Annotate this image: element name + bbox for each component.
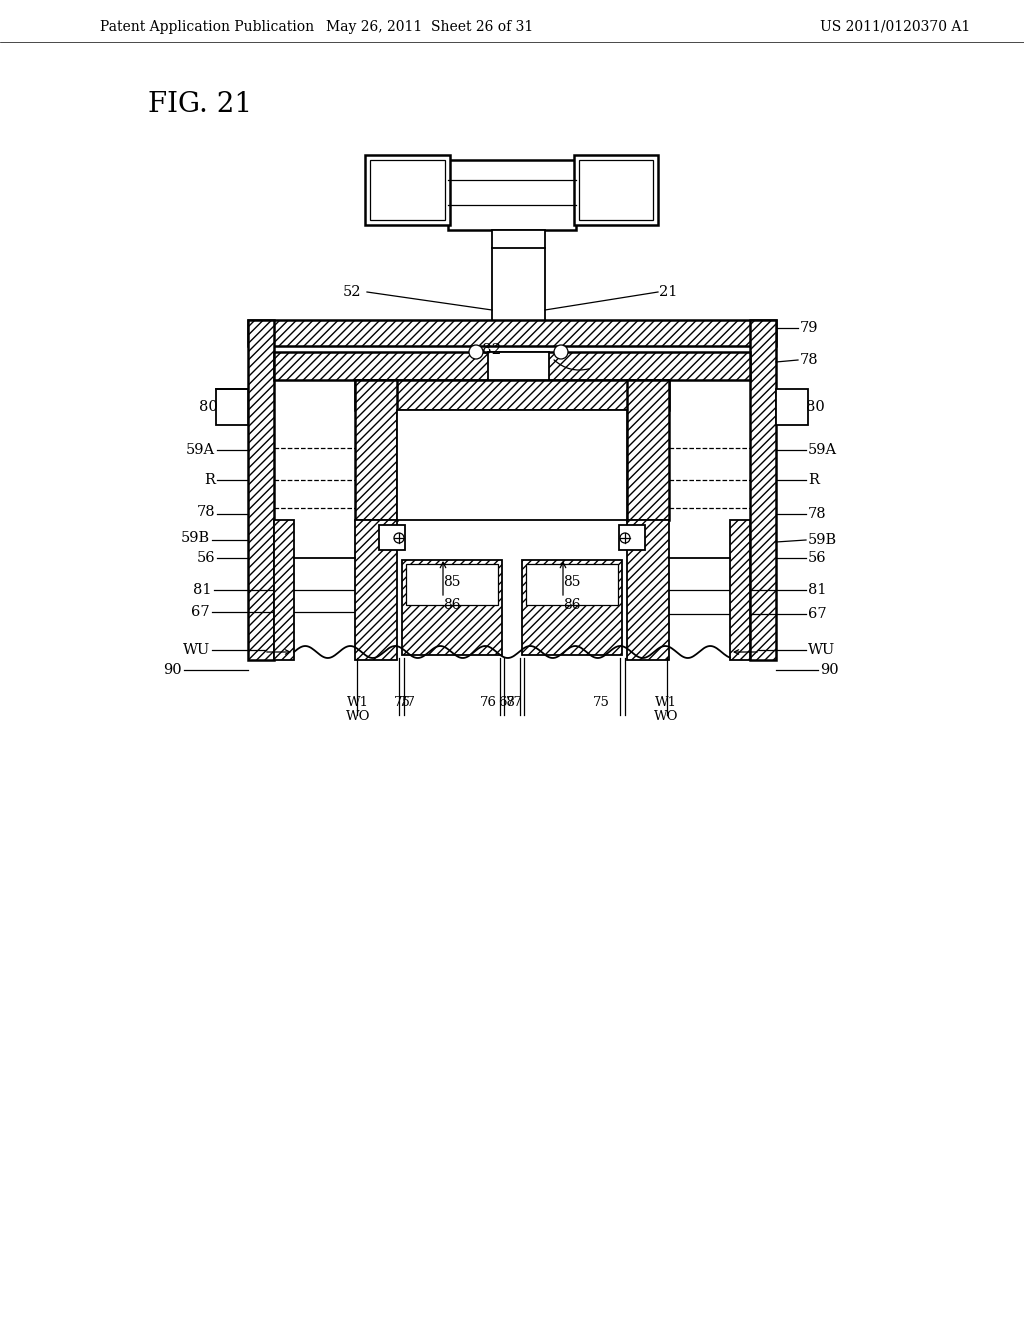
Text: 59B: 59B xyxy=(181,531,210,545)
Bar xyxy=(248,319,776,346)
Text: 86: 86 xyxy=(563,598,581,612)
Text: 86: 86 xyxy=(443,598,461,612)
Text: US 2011/0120370 A1: US 2011/0120370 A1 xyxy=(820,20,971,34)
Text: 77: 77 xyxy=(398,696,416,709)
Text: 59A: 59A xyxy=(808,444,838,457)
Text: R: R xyxy=(204,473,215,487)
Bar xyxy=(402,560,502,655)
Bar xyxy=(488,352,549,380)
Bar xyxy=(627,520,669,660)
Bar xyxy=(216,389,248,425)
Text: WU: WU xyxy=(182,643,210,657)
Text: Patent Application Publication: Patent Application Publication xyxy=(100,20,314,34)
Bar xyxy=(406,564,498,605)
Bar xyxy=(730,520,750,660)
Text: 85: 85 xyxy=(563,576,581,589)
Text: 56: 56 xyxy=(197,550,215,565)
Text: 80: 80 xyxy=(806,400,824,414)
Text: W1: W1 xyxy=(347,696,369,709)
Bar xyxy=(627,380,669,520)
Bar xyxy=(579,160,653,220)
Bar xyxy=(449,160,575,230)
Text: 79: 79 xyxy=(800,321,818,335)
Bar xyxy=(618,525,645,550)
Bar xyxy=(397,411,627,520)
Bar xyxy=(355,380,669,411)
Text: 78: 78 xyxy=(197,506,215,519)
Text: 90: 90 xyxy=(164,663,182,677)
Text: 81: 81 xyxy=(808,583,826,597)
Circle shape xyxy=(554,345,568,359)
Text: 82: 82 xyxy=(482,343,502,356)
Text: 80: 80 xyxy=(200,400,218,414)
Circle shape xyxy=(469,345,483,359)
Bar xyxy=(750,319,776,660)
Text: 21: 21 xyxy=(658,285,677,300)
Bar xyxy=(355,520,397,660)
Text: 85: 85 xyxy=(443,576,461,589)
Text: WU: WU xyxy=(808,643,836,657)
Bar xyxy=(248,319,274,660)
Bar xyxy=(776,389,808,425)
Text: 77: 77 xyxy=(506,696,522,709)
Bar xyxy=(274,352,750,380)
Bar xyxy=(397,411,627,520)
Text: 75: 75 xyxy=(593,696,609,709)
Text: WO: WO xyxy=(346,710,371,722)
Bar xyxy=(365,154,450,224)
Text: 59B: 59B xyxy=(808,533,838,546)
Circle shape xyxy=(394,533,404,543)
Text: 81: 81 xyxy=(194,583,212,597)
Text: 59A: 59A xyxy=(186,444,215,457)
Text: FIG. 21: FIG. 21 xyxy=(148,91,252,119)
Text: 56: 56 xyxy=(808,550,826,565)
Bar xyxy=(492,230,545,248)
Text: 90: 90 xyxy=(820,663,839,677)
Text: 68: 68 xyxy=(499,696,515,709)
Text: 52: 52 xyxy=(343,285,361,300)
Text: 67: 67 xyxy=(191,605,210,619)
Bar xyxy=(274,520,294,660)
Text: 78: 78 xyxy=(808,507,826,521)
Bar xyxy=(370,160,445,220)
Bar xyxy=(526,564,618,605)
Bar xyxy=(522,560,622,655)
Text: W1: W1 xyxy=(655,696,677,709)
Bar xyxy=(379,525,406,550)
Text: May 26, 2011  Sheet 26 of 31: May 26, 2011 Sheet 26 of 31 xyxy=(327,20,534,34)
Text: 78: 78 xyxy=(800,352,818,367)
Text: 75: 75 xyxy=(393,696,411,709)
Circle shape xyxy=(620,533,630,543)
Bar xyxy=(355,380,397,520)
Bar xyxy=(574,154,658,224)
Text: WO: WO xyxy=(653,710,678,722)
Text: 76: 76 xyxy=(479,696,497,709)
Text: R: R xyxy=(808,473,819,487)
Text: 67: 67 xyxy=(808,607,826,620)
